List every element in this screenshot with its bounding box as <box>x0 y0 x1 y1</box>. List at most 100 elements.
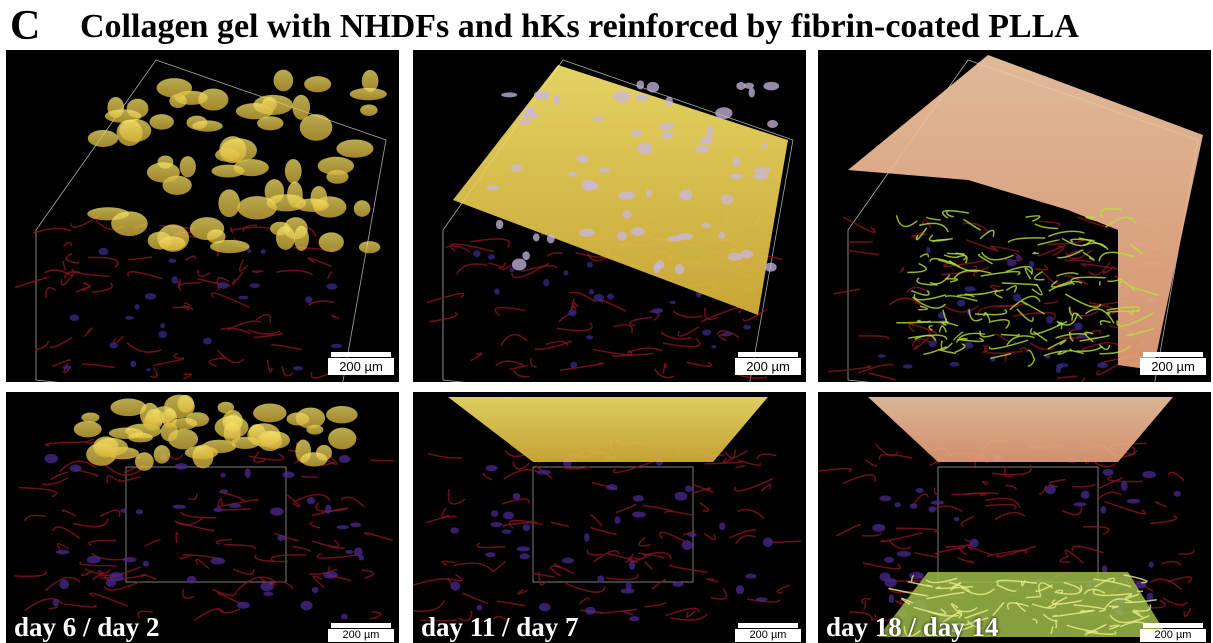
fiber <box>14 571 45 577</box>
fiber <box>858 336 888 339</box>
cell <box>519 119 531 125</box>
fiber <box>579 598 588 603</box>
micrograph <box>818 50 1211 382</box>
cell <box>247 249 251 253</box>
fiber <box>555 564 574 574</box>
cell <box>954 517 960 521</box>
cell <box>733 157 740 167</box>
figure: {"header": {"panel_letter": "C", "title"… <box>0 0 1213 643</box>
cell <box>646 189 652 197</box>
fiber <box>622 611 632 614</box>
fiber <box>1057 376 1077 378</box>
image-panel: 200 µm <box>6 50 399 382</box>
fiber <box>1100 321 1110 325</box>
cell <box>553 95 560 105</box>
cell <box>485 552 496 557</box>
scale-bar <box>1143 623 1203 628</box>
fiber <box>896 215 917 226</box>
fiber <box>224 545 255 549</box>
fiber <box>153 359 183 365</box>
fiber <box>504 470 540 480</box>
fiber <box>663 363 666 373</box>
cell <box>1074 323 1082 330</box>
cell <box>674 492 687 501</box>
fiber <box>944 255 959 257</box>
cell <box>586 335 593 339</box>
cell <box>629 561 635 570</box>
fiber <box>769 541 800 542</box>
fiber <box>701 308 742 322</box>
fiber <box>282 366 293 375</box>
cell <box>331 344 342 348</box>
fiber <box>1184 608 1190 616</box>
cell <box>339 455 350 463</box>
fiber <box>308 258 331 266</box>
fiber <box>958 558 974 563</box>
fiber <box>177 522 213 530</box>
cell <box>109 343 118 349</box>
micrograph <box>6 50 399 382</box>
scale-bar <box>738 352 798 357</box>
cell <box>533 233 540 241</box>
cell <box>294 226 309 251</box>
cell <box>700 136 713 144</box>
cell <box>359 241 380 253</box>
fiber <box>317 554 358 559</box>
fiber <box>188 493 197 499</box>
fiber <box>180 512 216 518</box>
fiber <box>862 533 881 536</box>
cell <box>360 104 377 115</box>
cell <box>568 309 576 316</box>
fiber <box>15 277 48 287</box>
fiber <box>427 294 464 303</box>
fiber <box>83 282 90 286</box>
fiber <box>630 317 652 325</box>
fiber <box>707 579 719 582</box>
cell <box>753 172 769 179</box>
cell <box>350 88 387 100</box>
cell <box>522 251 529 260</box>
fiber <box>934 506 962 512</box>
fiber <box>174 353 184 359</box>
fiber <box>493 562 506 572</box>
cell <box>218 189 240 217</box>
cell <box>537 470 552 475</box>
fiber <box>86 439 95 443</box>
fiber <box>1089 262 1110 275</box>
fiber <box>254 452 266 463</box>
fiber <box>448 489 465 504</box>
cell <box>326 283 337 289</box>
fiber <box>220 328 250 333</box>
fiber <box>955 344 965 352</box>
fiber <box>678 327 699 336</box>
cell <box>638 143 653 155</box>
cell <box>706 125 713 135</box>
fiber <box>316 502 347 511</box>
cell <box>872 524 885 532</box>
cell <box>599 168 610 173</box>
fiber <box>865 460 876 466</box>
fiber <box>92 283 112 292</box>
cell <box>210 557 225 564</box>
fiber <box>704 533 715 539</box>
cell <box>59 579 69 589</box>
cell <box>931 500 945 504</box>
cell <box>187 576 197 584</box>
micrograph <box>413 392 806 643</box>
fiber <box>287 495 300 507</box>
cell <box>765 263 777 272</box>
fiber <box>150 367 157 377</box>
fiber <box>757 454 776 459</box>
fiber <box>876 444 898 456</box>
fiber <box>313 576 324 588</box>
cell <box>719 522 725 530</box>
cell <box>688 533 697 537</box>
cell <box>158 331 166 338</box>
cell <box>319 232 344 252</box>
cell <box>450 527 459 533</box>
cell <box>1102 565 1107 573</box>
fiber <box>218 509 251 510</box>
fiber <box>531 358 537 367</box>
day-label: day 11 / day 7 <box>421 612 579 643</box>
fiber <box>1104 501 1145 513</box>
